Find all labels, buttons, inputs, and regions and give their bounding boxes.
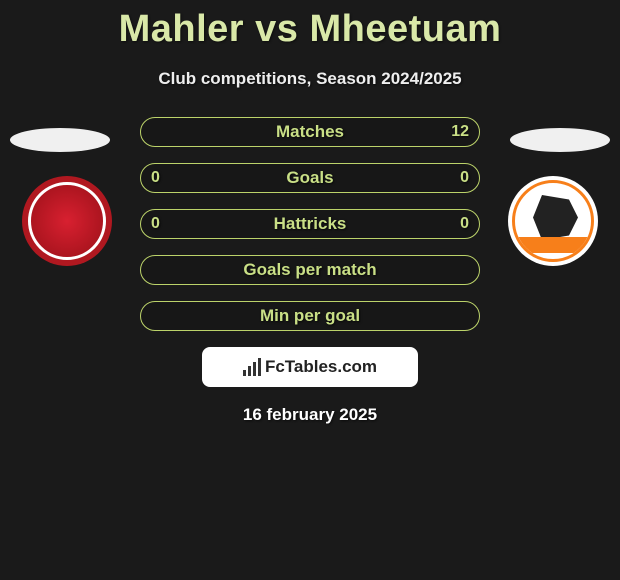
stat-label: Matches <box>276 122 344 142</box>
stat-label: Goals per match <box>243 260 376 280</box>
club-badge-left <box>22 176 112 266</box>
stat-value-left: 0 <box>151 169 160 187</box>
stat-value-left: 0 <box>151 215 160 233</box>
date-label: 16 february 2025 <box>0 405 620 425</box>
club-badge-right <box>508 176 598 266</box>
stat-label: Min per goal <box>260 306 360 326</box>
stat-value-right: 12 <box>451 123 469 141</box>
stat-row-goals: 0 Goals 0 <box>140 163 480 193</box>
stat-row-matches: Matches 12 <box>140 117 480 147</box>
stat-row-goals-per-match: Goals per match <box>140 255 480 285</box>
stat-row-min-per-goal: Min per goal <box>140 301 480 331</box>
club-badge-left-inner <box>28 182 106 260</box>
bar-chart-icon <box>243 358 261 376</box>
player-left-shadow <box>10 128 110 152</box>
stat-label: Goals <box>286 168 333 188</box>
player-right-shadow <box>510 128 610 152</box>
club-badge-right-inner <box>512 180 594 262</box>
subtitle: Club competitions, Season 2024/2025 <box>0 69 620 89</box>
stat-label: Hattricks <box>274 214 347 234</box>
stat-value-right: 0 <box>460 169 469 187</box>
stats-container: Matches 12 0 Goals 0 0 Hattricks 0 Goals… <box>140 117 480 331</box>
stat-value-right: 0 <box>460 215 469 233</box>
stat-row-hattricks: 0 Hattricks 0 <box>140 209 480 239</box>
page-title: Mahler vs Mheetuam <box>0 0 620 51</box>
branding-badge: FcTables.com <box>202 347 418 387</box>
branding-text: FcTables.com <box>265 357 377 377</box>
